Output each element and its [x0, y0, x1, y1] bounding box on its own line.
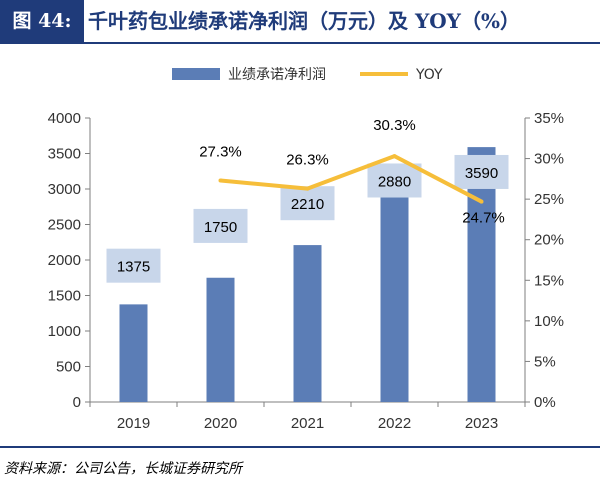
y2-tick-label: 15% — [534, 272, 564, 289]
bar-2022 — [380, 197, 409, 402]
y2-tick-label: 35% — [534, 110, 564, 127]
y-tick-label: 1000 — [48, 323, 81, 340]
y-tick-label: 500 — [56, 359, 81, 376]
bar-label-box — [280, 186, 335, 221]
figure-header: 图 44: 千叶药包业绩承诺净利润（万元）及 YOY（%） — [0, 0, 600, 44]
x-tick-label: 2021 — [291, 415, 324, 432]
y2-tick-label: 20% — [534, 232, 564, 249]
y2-tick-label: 25% — [534, 191, 564, 208]
bar-label-box — [367, 163, 422, 198]
figure-footer: 资料来源：公司公告，长城证券研究所 — [0, 446, 600, 494]
bar-value-label: 2880 — [378, 173, 411, 190]
combo-chart: 0 500 1000 1500 2000 2500 3000 3500 4000 0% 5% 10% 1… — [48, 67, 564, 432]
bar-2023 — [467, 147, 496, 402]
yoy-value-label: 27.3% — [199, 143, 242, 160]
yoy-point-2022 — [392, 154, 397, 159]
y-tick-label: 0 — [73, 394, 81, 411]
bar-2021 — [293, 245, 322, 402]
y-tick-label: 2000 — [48, 252, 81, 269]
yoy-value-label: 26.3% — [286, 152, 329, 169]
figure-title: 千叶药包业绩承诺净利润（万元）及 YOY（%） — [88, 9, 520, 33]
bar-label-box — [454, 154, 509, 189]
source-note: 资料来源：公司公告，长城证券研究所 — [4, 461, 242, 477]
y2-tick-label: 10% — [534, 313, 564, 330]
legend-bar-label: 业绩承诺净利润 — [228, 67, 326, 83]
x-tick-label: 2019 — [117, 415, 150, 432]
yoy-value-label: 30.3% — [373, 117, 416, 134]
yoy-point-2023 — [479, 199, 484, 204]
y-tick-label: 4000 — [48, 110, 81, 127]
yoy-value-label: 24.7% — [462, 210, 505, 227]
bar-2019 — [119, 304, 148, 402]
yoy-point-2021 — [305, 186, 310, 191]
y-tick-label: 1500 — [48, 288, 81, 305]
bar-value-label: 1375 — [117, 259, 150, 276]
bar-2020 — [206, 277, 235, 402]
bar-value-label: 3590 — [465, 165, 498, 182]
y2-tick-label: 5% — [534, 353, 556, 370]
x-tick-label: 2023 — [465, 415, 498, 432]
figure-number: 图 44: — [0, 0, 84, 42]
legend-line-label: YOY — [415, 67, 443, 83]
y-tick-label: 2500 — [48, 217, 81, 234]
bar-label-box — [193, 208, 248, 243]
x-tick-label: 2022 — [378, 415, 411, 432]
legend-bar-swatch — [172, 68, 220, 80]
bar-label-box — [106, 248, 161, 283]
y2-tick-label: 0% — [534, 394, 556, 411]
yoy-line — [220, 154, 483, 204]
bar-value-label: 2210 — [291, 196, 324, 213]
y2-tick-label: 30% — [534, 151, 564, 168]
yoy-point-2020 — [218, 178, 223, 183]
bar-value-label: 1750 — [204, 219, 237, 236]
y-tick-label: 3000 — [48, 181, 81, 198]
x-tick-label: 2020 — [204, 415, 237, 432]
y-tick-label: 3500 — [48, 146, 81, 163]
